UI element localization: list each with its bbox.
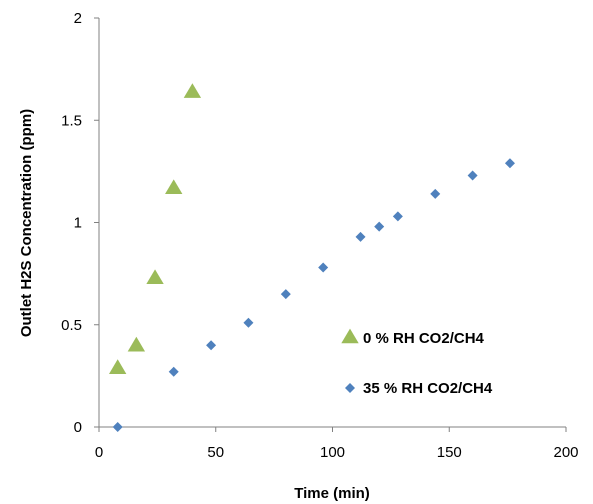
y-tick-label: 0.5	[61, 317, 82, 334]
data-point-triangle	[183, 83, 202, 98]
legend-diamond-icon	[345, 383, 355, 393]
data-point-diamond	[206, 340, 217, 351]
legend-label-1: 35 % RH CO2/CH4	[363, 380, 493, 397]
data-point-diamond	[392, 211, 403, 222]
y-tick-label: 2	[74, 10, 82, 27]
x-tick-label: 150	[437, 444, 462, 461]
data-points	[109, 83, 515, 432]
legend: 0 % RH CO2/CH4 35 % RH CO2/CH4	[341, 328, 493, 397]
x-axis-title: Time (min)	[294, 485, 370, 502]
data-point-diamond	[467, 170, 478, 181]
data-point-diamond	[374, 221, 385, 232]
series-0	[109, 83, 202, 374]
data-point-triangle	[146, 269, 164, 285]
tick-group: 0 50 100 150 200 0 0.5 1 1.5 2	[61, 10, 578, 461]
data-point-diamond	[318, 262, 329, 273]
data-point-triangle	[109, 359, 127, 374]
legend-item-1: 35 % RH CO2/CH4	[345, 380, 493, 397]
data-point-diamond	[168, 366, 179, 377]
data-point-triangle	[127, 336, 146, 352]
legend-label-0: 0 % RH CO2/CH4	[363, 330, 485, 347]
y-tick-label: 1.5	[61, 112, 82, 129]
y-tick-label: 1	[74, 215, 82, 232]
data-point-diamond	[355, 231, 366, 242]
legend-item-0: 0 % RH CO2/CH4	[341, 328, 485, 347]
legend-triangle-icon	[341, 328, 359, 344]
y-tick-label: 0	[74, 419, 82, 436]
axes	[98, 18, 566, 428]
x-tick-label: 100	[320, 444, 345, 461]
data-point-diamond	[430, 188, 441, 199]
data-point-triangle	[165, 179, 183, 195]
x-tick-label: 200	[553, 444, 578, 461]
data-point-diamond	[112, 422, 123, 432]
x-tick-label: 0	[95, 444, 103, 461]
x-tick-label: 50	[207, 444, 224, 461]
y-axis-title: Outlet H2S Concentration (ppm)	[18, 109, 35, 337]
data-point-diamond	[243, 317, 254, 328]
series-1	[112, 158, 515, 432]
legend-marker-diamond	[345, 383, 355, 393]
data-point-diamond	[504, 158, 515, 169]
legend-marker-triangle	[341, 328, 359, 344]
data-point-diamond	[280, 289, 291, 300]
